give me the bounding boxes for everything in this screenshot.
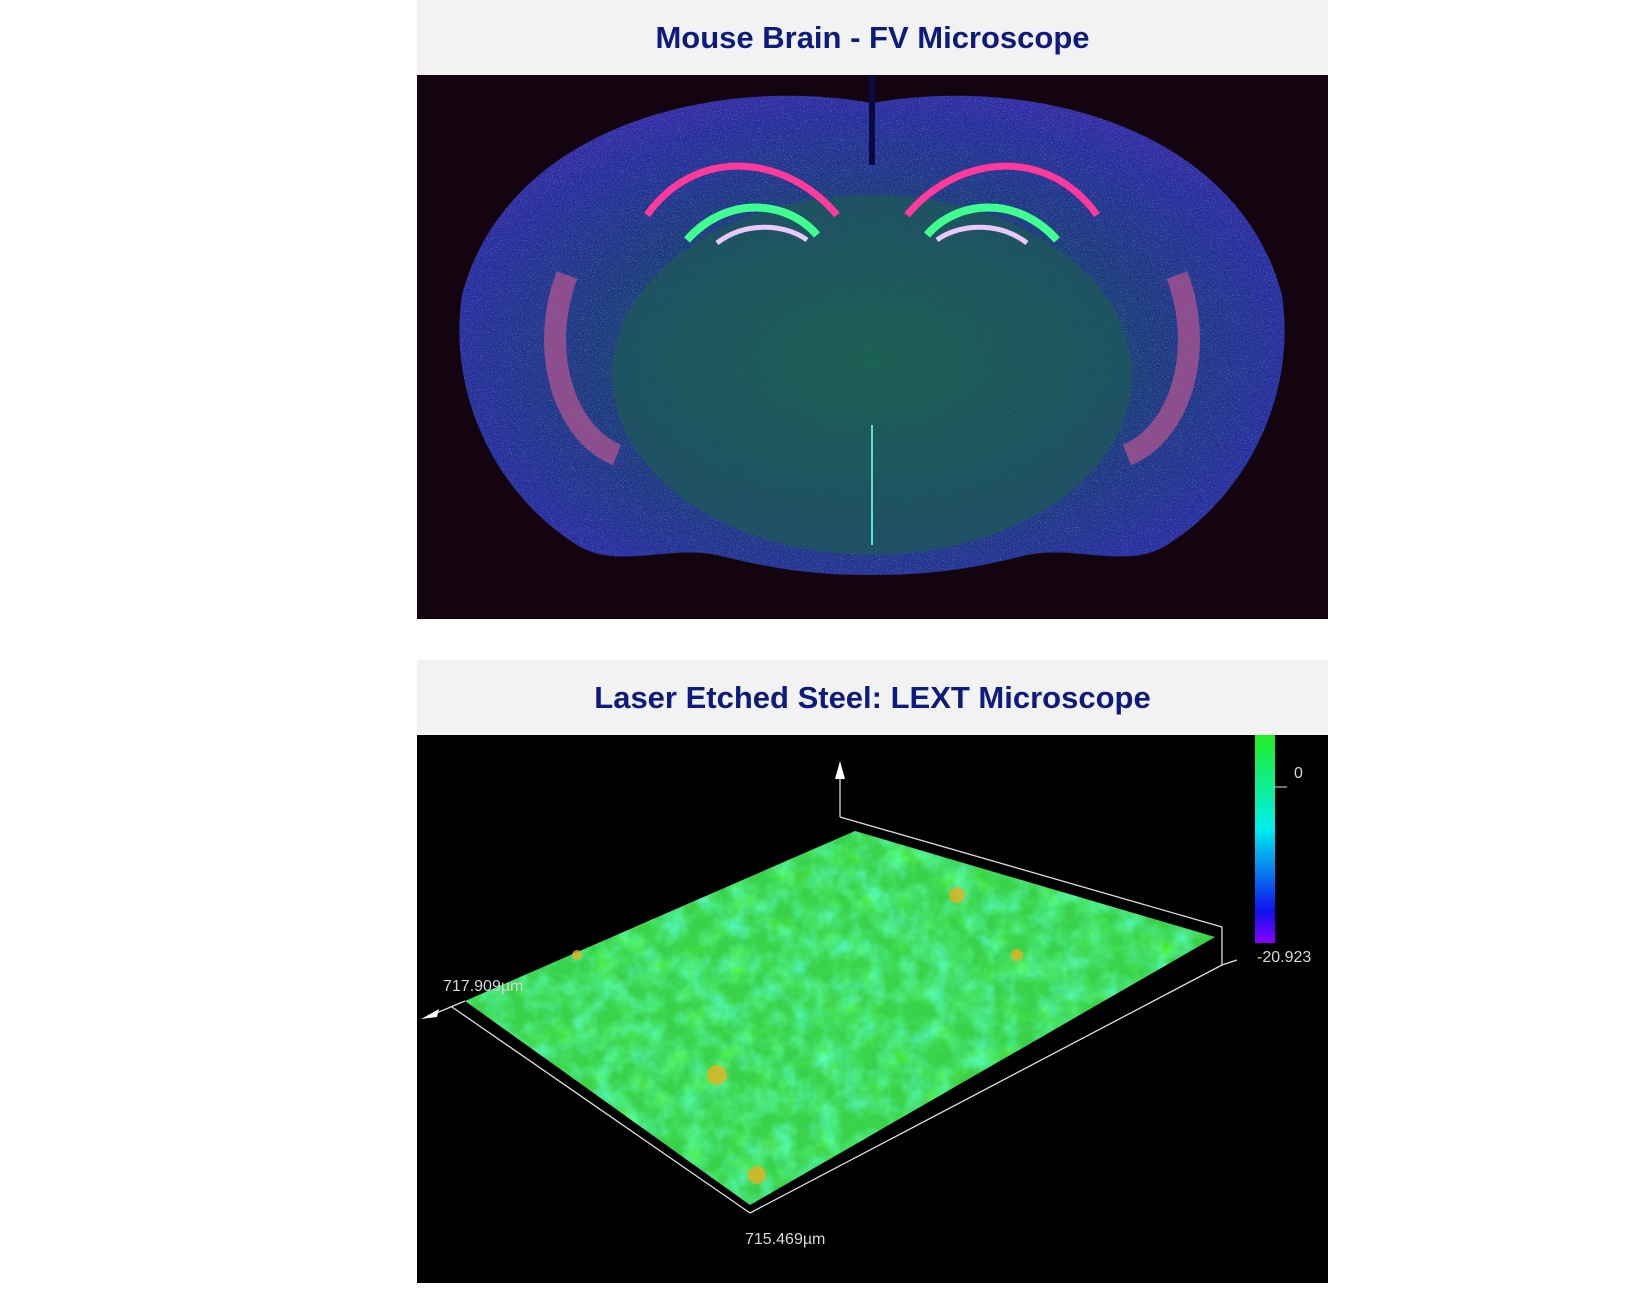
colorbar [1255, 735, 1275, 943]
surface-texture [465, 831, 1215, 1205]
mouse-brain-image [417, 75, 1328, 619]
panel-title: Mouse Brain - FV Microscope [417, 0, 1328, 75]
steel-image-container: 0 -20.923 717.909µm 715.469µm [417, 735, 1328, 1283]
panel-title: Laser Etched Steel: LEXT Microscope [417, 660, 1328, 735]
colorbar-max-label: 0 [1294, 765, 1303, 782]
steel-surface-3d-image [417, 735, 1328, 1283]
x-extent-label: 715.469µm [745, 1231, 826, 1248]
y-axis-arrow-icon [421, 1009, 439, 1019]
y-extent-label: 717.909µm [443, 978, 524, 995]
panel-laser-steel: Laser Etched Steel: LEXT Microscope [417, 660, 1328, 1283]
panel-mouse-brain: Mouse Brain - FV Microscope [417, 0, 1328, 619]
z-axis-arrow-icon [835, 761, 845, 779]
colorbar-min-label: -20.923 [1257, 949, 1312, 966]
